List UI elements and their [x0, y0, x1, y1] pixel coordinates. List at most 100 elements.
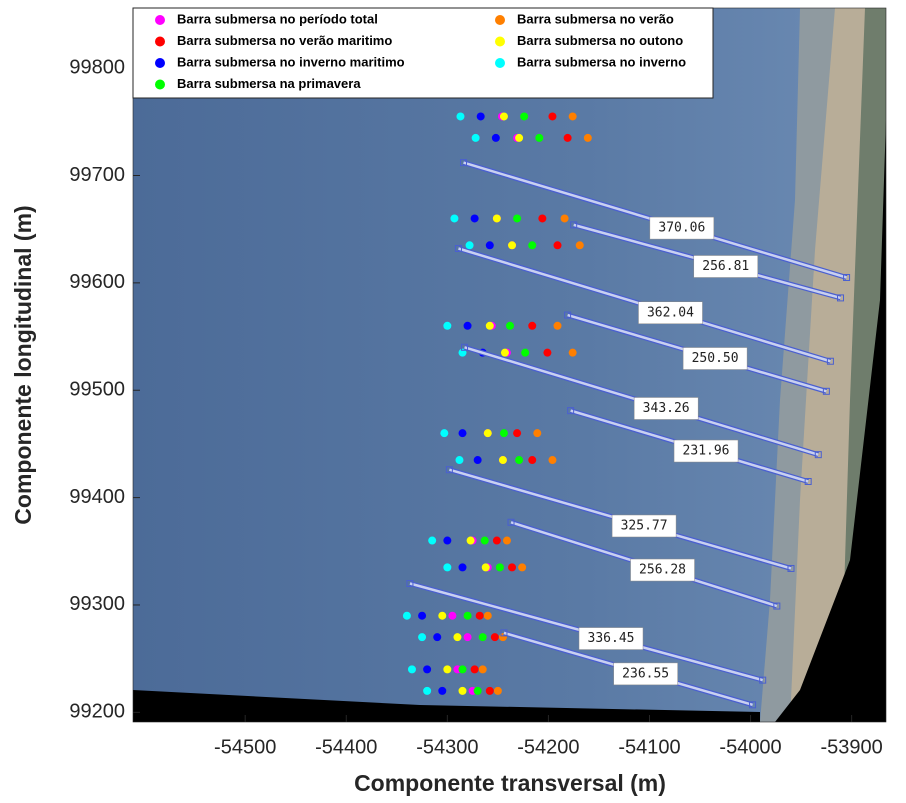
- scatter-point: [459, 429, 467, 437]
- scatter-point: [528, 456, 536, 464]
- scatter-point: [515, 134, 523, 142]
- scatter-point: [543, 349, 551, 357]
- scatter-point: [476, 612, 484, 620]
- scatter-point: [443, 322, 451, 330]
- scatter-point: [482, 563, 490, 571]
- legend-marker: [155, 37, 165, 47]
- scatter-point: [438, 687, 446, 695]
- annotation-label: 256.81: [702, 259, 749, 274]
- scatter-point: [508, 241, 516, 249]
- scatter-point: [479, 633, 487, 641]
- scatter-point: [538, 214, 546, 222]
- scatter-point: [518, 563, 526, 571]
- scatter-point: [464, 322, 472, 330]
- scatter-point: [548, 456, 556, 464]
- legend-marker: [155, 80, 165, 90]
- scatter-point: [438, 612, 446, 620]
- scatter-point: [448, 612, 456, 620]
- x-tick-label: -54000: [719, 736, 781, 758]
- chart: 370.06 256.81 362.04 250.50 343.26 231.96 325.…: [0, 0, 906, 803]
- scatter-point: [466, 241, 474, 249]
- scatter-point: [443, 665, 451, 673]
- annotation-label: 362.04: [647, 305, 694, 320]
- scatter-point: [554, 322, 562, 330]
- scatter-point: [459, 665, 467, 673]
- scatter-point: [472, 134, 480, 142]
- y-tick-label: 99300: [69, 593, 125, 615]
- scatter-point: [584, 134, 592, 142]
- scatter-point: [513, 429, 521, 437]
- scatter-point: [554, 241, 562, 249]
- scatter-point: [486, 241, 494, 249]
- annotation-label: 343.26: [643, 401, 690, 416]
- scatter-point: [515, 456, 523, 464]
- y-tick-label: 99700: [69, 164, 125, 186]
- scatter-point: [491, 633, 499, 641]
- scatter-point: [501, 349, 509, 357]
- scatter-point: [484, 429, 492, 437]
- legend-label: Barra submersa no inverno maritimo: [177, 54, 405, 69]
- legend-marker: [155, 15, 165, 25]
- x-tick-label: -54200: [517, 736, 579, 758]
- scatter-point: [433, 633, 441, 641]
- scatter-point: [564, 134, 572, 142]
- scatter-point: [464, 633, 472, 641]
- legend-marker: [495, 15, 505, 25]
- x-tick-label: -54400: [315, 736, 377, 758]
- legend-marker: [495, 58, 505, 68]
- scatter-point: [561, 214, 569, 222]
- scatter-point: [471, 214, 479, 222]
- annotation-label: 370.06: [658, 221, 705, 236]
- scatter-point: [492, 134, 500, 142]
- scatter-point: [493, 214, 501, 222]
- scatter-point: [423, 687, 431, 695]
- x-tick-label: -54100: [618, 736, 680, 758]
- legend-label: Barra submersa na primavera: [177, 76, 361, 91]
- legend-label: Barra submersa no outono: [517, 33, 683, 48]
- scatter-point: [486, 322, 494, 330]
- scatter-point: [450, 214, 458, 222]
- annotation-label: 231.96: [683, 444, 730, 459]
- legend-marker: [495, 37, 505, 47]
- scatter-point: [464, 612, 472, 620]
- scatter-point: [569, 349, 577, 357]
- y-tick-label: 99400: [69, 486, 125, 508]
- scatter-point: [474, 456, 482, 464]
- y-tick-label: 99200: [69, 701, 125, 723]
- scatter-point: [521, 349, 529, 357]
- x-tick-label: -54500: [214, 736, 276, 758]
- scatter-point: [576, 241, 584, 249]
- scatter-point: [508, 563, 516, 571]
- scatter-point: [456, 112, 464, 120]
- legend-label: Barra submersa no período total: [177, 11, 378, 26]
- scatter-point: [528, 322, 536, 330]
- y-tick-label: 99600: [69, 271, 125, 293]
- scatter-point: [443, 563, 451, 571]
- scatter-point: [474, 687, 482, 695]
- scatter-point: [528, 241, 536, 249]
- scatter-point: [459, 563, 467, 571]
- annotation-label: 256.28: [639, 563, 686, 578]
- scatter-point: [418, 633, 426, 641]
- scatter-point: [486, 687, 494, 695]
- scatter-point: [459, 687, 467, 695]
- scatter-point: [481, 537, 489, 545]
- scatter-point: [443, 537, 451, 545]
- scatter-point: [493, 537, 501, 545]
- scatter-point: [569, 112, 577, 120]
- scatter-point: [513, 214, 521, 222]
- scatter-point: [428, 537, 436, 545]
- annotation-label: 236.55: [622, 666, 669, 681]
- y-tick-label: 99800: [69, 56, 125, 78]
- annotation-label: 325.77: [621, 518, 668, 533]
- background-image: [133, 8, 886, 722]
- scatter-point: [477, 112, 485, 120]
- annotation-label: 250.50: [692, 351, 739, 366]
- scatter-point: [496, 563, 504, 571]
- scatter-point: [503, 537, 511, 545]
- scatter-point: [479, 665, 487, 673]
- scatter-point: [548, 112, 556, 120]
- scatter-point: [500, 429, 508, 437]
- scatter-point: [423, 665, 431, 673]
- scatter-point: [408, 665, 416, 673]
